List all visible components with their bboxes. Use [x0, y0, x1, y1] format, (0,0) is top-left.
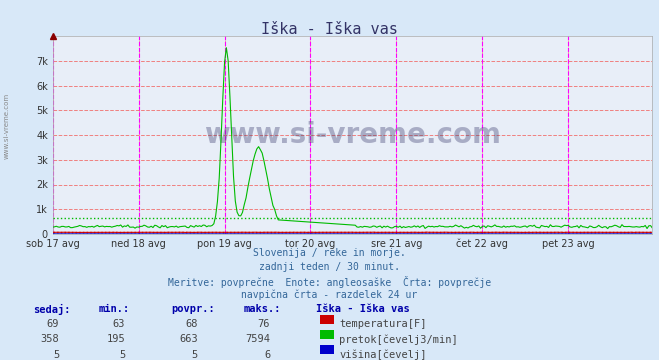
Text: 5: 5	[192, 350, 198, 360]
Text: 5: 5	[119, 350, 125, 360]
Text: višina[čevelj]: višina[čevelj]	[339, 350, 427, 360]
Text: 358: 358	[41, 334, 59, 345]
Text: zadnji teden / 30 minut.: zadnji teden / 30 minut.	[259, 262, 400, 272]
Text: Iška - Iška vas: Iška - Iška vas	[316, 304, 410, 314]
Text: Slovenija / reke in morje.: Slovenija / reke in morje.	[253, 248, 406, 258]
Text: 663: 663	[179, 334, 198, 345]
Text: pretok[čevelj3/min]: pretok[čevelj3/min]	[339, 334, 458, 345]
Text: maks.:: maks.:	[244, 304, 281, 314]
Text: min.:: min.:	[99, 304, 130, 314]
Text: 6: 6	[264, 350, 270, 360]
Text: www.si-vreme.com: www.si-vreme.com	[3, 93, 10, 159]
Text: www.si-vreme.com: www.si-vreme.com	[204, 121, 501, 149]
Text: 76: 76	[258, 319, 270, 329]
Text: 69: 69	[47, 319, 59, 329]
Text: 7594: 7594	[245, 334, 270, 345]
Text: Iška - Iška vas: Iška - Iška vas	[261, 22, 398, 37]
Text: 195: 195	[107, 334, 125, 345]
Text: navpična črta - razdelek 24 ur: navpična črta - razdelek 24 ur	[241, 289, 418, 300]
Text: povpr.:: povpr.:	[171, 304, 215, 314]
Text: 68: 68	[185, 319, 198, 329]
Text: Meritve: povprečne  Enote: angleosaške  Črta: povprečje: Meritve: povprečne Enote: angleosaške Čr…	[168, 276, 491, 288]
Text: temperatura[F]: temperatura[F]	[339, 319, 427, 329]
Text: sedaj:: sedaj:	[33, 304, 71, 315]
Text: 5: 5	[53, 350, 59, 360]
Text: 63: 63	[113, 319, 125, 329]
